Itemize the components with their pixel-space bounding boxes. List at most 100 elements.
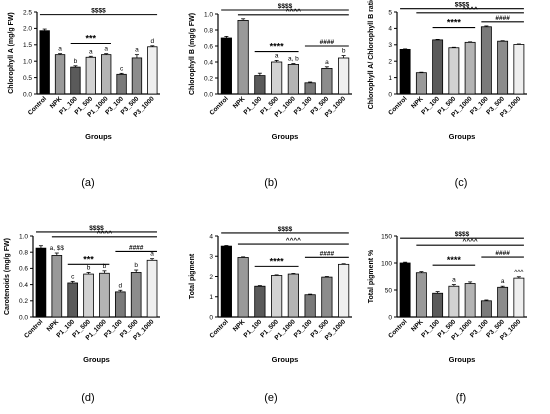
bar-letter-label: a, b bbox=[288, 56, 299, 63]
x-axis-label: Groups bbox=[85, 132, 112, 141]
bar bbox=[321, 68, 333, 95]
y-axis-label: Total pigment % bbox=[368, 249, 375, 303]
bar bbox=[146, 259, 158, 318]
bar bbox=[39, 30, 50, 95]
bar bbox=[513, 277, 525, 318]
bar bbox=[399, 48, 411, 95]
bar bbox=[304, 82, 316, 95]
significance-label: #### bbox=[129, 244, 144, 251]
bar-letter-label: b bbox=[103, 263, 107, 270]
bar bbox=[35, 247, 47, 318]
bar bbox=[70, 66, 81, 95]
y-tick-label: 1.0 bbox=[19, 233, 28, 240]
significance-label: $$$$ bbox=[91, 8, 106, 15]
bar bbox=[287, 273, 299, 318]
bar bbox=[116, 73, 127, 95]
bar bbox=[497, 286, 509, 318]
significance-label: **** bbox=[447, 18, 462, 28]
y-tick-label: 1 bbox=[388, 75, 392, 82]
bar-letter-label: a bbox=[104, 46, 108, 53]
bar bbox=[464, 41, 476, 95]
bar-letter-label: c bbox=[71, 273, 75, 280]
bar bbox=[480, 300, 492, 318]
y-tick-label: 0.8 bbox=[19, 250, 28, 257]
y-tick-label: 0.2 bbox=[19, 298, 28, 305]
significance-label: ^^^^ bbox=[286, 236, 301, 244]
bar bbox=[448, 47, 460, 95]
bar-letter-label: a bbox=[135, 47, 139, 54]
panel-label: (d) bbox=[81, 392, 94, 404]
significance-label: $$$$ bbox=[278, 3, 293, 10]
bar bbox=[147, 46, 158, 95]
y-tick-label: 1.0 bbox=[23, 59, 32, 66]
bar bbox=[254, 75, 266, 95]
y-tick-label: 3 bbox=[209, 254, 213, 261]
y-tick-label: 50 bbox=[385, 287, 393, 294]
y-axis-label: Chlorophyll A/ Chlorophyll B ratio bbox=[368, 0, 375, 109]
bar bbox=[130, 272, 142, 318]
x-axis-label: Groups bbox=[449, 355, 476, 364]
bar bbox=[271, 275, 283, 318]
x-axis-label: Groups bbox=[272, 355, 299, 364]
significance-label: #### bbox=[495, 15, 510, 22]
y-tick-label: 0.6 bbox=[204, 43, 213, 50]
chart-panel-4: 0.0 0.2 0.4 0.6 0.8 1.0 Carotenoids (mg/g FW) C… bbox=[4, 225, 160, 404]
significance-label: *** bbox=[83, 254, 94, 264]
bar bbox=[220, 245, 232, 318]
chart-panel-2: 0.0 0.2 0.4 0.6 0.8 1.0 Chlorophyll B (mg/g FW… bbox=[189, 3, 352, 189]
x-axis-label: Groups bbox=[83, 355, 110, 364]
bar bbox=[415, 272, 427, 318]
bar bbox=[287, 64, 299, 95]
bar bbox=[99, 272, 110, 318]
bar bbox=[83, 273, 94, 318]
panel-label: (b) bbox=[264, 177, 277, 189]
y-axis-label: Total pigment bbox=[189, 253, 196, 299]
significance-label: ^^^^ bbox=[463, 237, 478, 245]
bar bbox=[432, 292, 444, 318]
y-axis-label: Chlorophyll A (mg/g FW) bbox=[8, 12, 15, 94]
y-tick-label: 0.2 bbox=[204, 75, 213, 82]
bar bbox=[51, 255, 63, 318]
bar bbox=[67, 282, 79, 318]
x-tick-label: Control bbox=[208, 95, 229, 116]
bar bbox=[220, 37, 232, 95]
bar-letter-label: d bbox=[119, 282, 123, 289]
bar-letter-label: d bbox=[151, 38, 155, 45]
bar-letter-label: a bbox=[501, 278, 505, 285]
y-tick-label: 5 bbox=[388, 9, 392, 16]
x-tick-label: Control bbox=[27, 95, 48, 116]
bar bbox=[114, 291, 126, 318]
y-tick-label: 0.4 bbox=[204, 59, 213, 66]
bar bbox=[338, 57, 350, 95]
significance-label: *** bbox=[86, 33, 97, 43]
bar bbox=[415, 72, 427, 95]
bar bbox=[464, 283, 476, 318]
y-tick-label: 2.5 bbox=[23, 9, 32, 16]
bar bbox=[497, 40, 509, 95]
significance-label: $$$$ bbox=[455, 231, 470, 238]
bar-letter-label: c bbox=[120, 65, 124, 72]
y-tick-label: 0.8 bbox=[204, 27, 213, 34]
bar bbox=[448, 285, 460, 318]
bar-letter-label: a bbox=[89, 48, 93, 55]
y-tick-label: 0 bbox=[388, 91, 392, 98]
bar-letter-label: a, $$ bbox=[50, 245, 65, 252]
bar bbox=[271, 61, 283, 95]
y-tick-label: 0.4 bbox=[19, 282, 28, 289]
y-tick-label: 1 bbox=[209, 294, 213, 301]
bar-letter-label: b bbox=[87, 264, 91, 271]
bar bbox=[131, 57, 143, 95]
bar-letter-label: ^^^ bbox=[514, 269, 524, 276]
significance-label: ^^^^ bbox=[286, 7, 301, 15]
bar-letter-label: a bbox=[58, 46, 62, 53]
panel-label: (a) bbox=[81, 177, 94, 189]
chart-panel-1: 0.0 0.5 1.0 1.5 2.0 2.5 Chlorophyll A (mg/g FW… bbox=[8, 8, 160, 189]
bar-letter-label: b bbox=[134, 262, 138, 269]
y-axis-label: Chlorophyll B (mg/g FW) bbox=[189, 13, 196, 95]
x-axis-label: Groups bbox=[272, 132, 299, 141]
y-tick-label: 0.0 bbox=[204, 91, 213, 98]
panel-label: (e) bbox=[264, 392, 277, 404]
y-tick-label: 4 bbox=[209, 233, 213, 240]
significance-label: #### bbox=[495, 250, 510, 257]
